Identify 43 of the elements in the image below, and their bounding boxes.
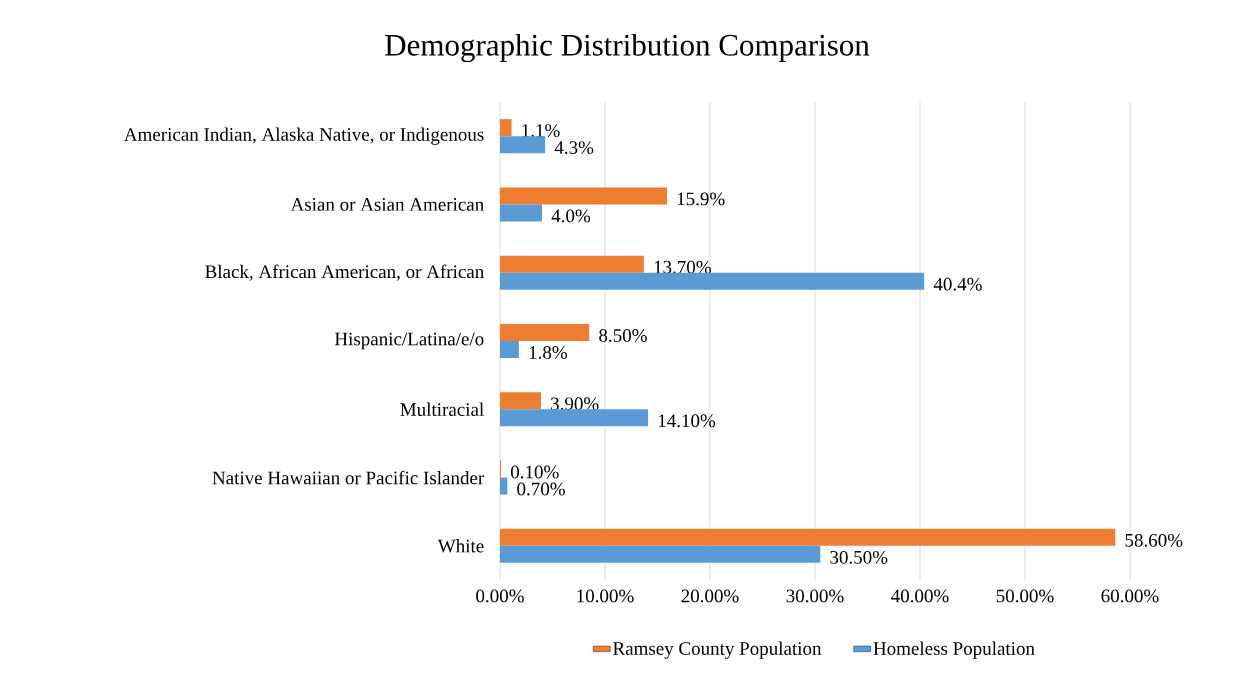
bar xyxy=(500,136,546,154)
y-tick-label: Hispanic/Latina/e/o xyxy=(334,332,484,350)
chart-title: Demographic Distribution Comparison xyxy=(385,33,870,63)
x-tick-label: 50.00% xyxy=(996,589,1054,603)
x-tick-label: 0.00% xyxy=(476,589,524,603)
data-label: 8.50% xyxy=(599,329,647,342)
data-label: 58.60% xyxy=(1125,533,1183,547)
data-label: 1.1% xyxy=(522,124,560,138)
bar xyxy=(500,119,512,137)
y-tick-label: Asian or Asian American xyxy=(290,198,484,211)
bar xyxy=(500,255,644,273)
x-tick-label: 30.00% xyxy=(786,589,844,603)
bar xyxy=(500,340,519,358)
bar xyxy=(500,477,508,495)
data-label: 30.50% xyxy=(830,550,888,564)
data-label: 14.10% xyxy=(658,414,716,428)
bar xyxy=(500,545,821,563)
data-label: 0.10% xyxy=(510,465,559,479)
data-label: 1.8% xyxy=(529,346,568,359)
x-tick-label: 40.00% xyxy=(891,589,949,603)
x-tick-label: 60.00% xyxy=(1101,589,1159,603)
x-tick-label: 10.00% xyxy=(577,589,634,603)
bar xyxy=(500,323,590,341)
y-tick-label: Multiracial xyxy=(400,402,484,416)
bar xyxy=(500,204,542,222)
data-label: 3.90% xyxy=(551,397,599,411)
data-label: 4.3% xyxy=(554,141,594,155)
data-label: 40.4% xyxy=(933,277,982,291)
bar xyxy=(500,528,1116,546)
y-tick-label: Black, African American, or African xyxy=(205,264,484,281)
data-label: 0.70% xyxy=(517,482,565,496)
data-label: 4.0% xyxy=(551,209,591,223)
bar xyxy=(500,187,667,205)
data-label: 15.9% xyxy=(677,192,725,206)
y-tick-label: Native Hawaiian or Pacific Islander xyxy=(212,470,485,485)
bar xyxy=(500,392,541,410)
bar xyxy=(500,409,649,427)
x-tick-label: 20.00% xyxy=(681,589,739,603)
y-tick-label: American Indian, Alaska Native, or Indigenous xyxy=(124,127,484,145)
legend-label: Ramsey County Population xyxy=(613,641,822,659)
y-tick-label: White xyxy=(437,539,484,553)
bar xyxy=(500,272,925,290)
legend-label: Homeless Population xyxy=(873,641,1035,659)
